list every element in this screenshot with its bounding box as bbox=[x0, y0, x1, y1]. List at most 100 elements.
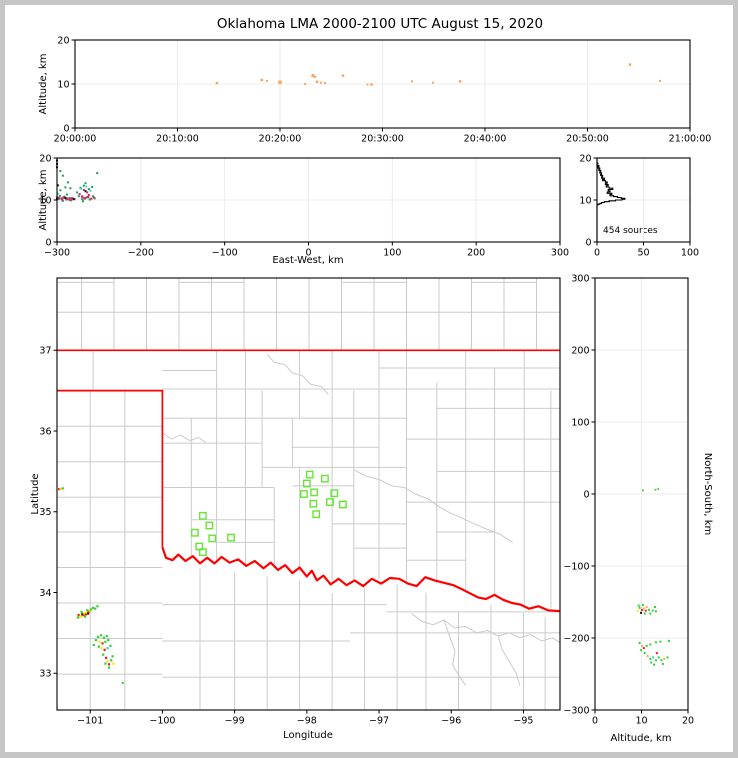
source-point bbox=[643, 612, 646, 615]
source-point bbox=[647, 608, 650, 611]
source-point bbox=[98, 640, 101, 643]
source-point bbox=[642, 647, 645, 650]
source-point bbox=[645, 606, 648, 609]
source-point bbox=[278, 80, 282, 84]
flash-square bbox=[326, 498, 334, 506]
source-point bbox=[57, 196, 60, 200]
vhf-sources bbox=[215, 63, 661, 86]
x-tick-label: −300 bbox=[44, 248, 70, 259]
x-tick-label: 20:00:00 bbox=[54, 134, 97, 145]
source-point bbox=[646, 655, 649, 657]
source-point bbox=[92, 606, 95, 609]
source-point bbox=[82, 188, 85, 191]
source-point bbox=[640, 608, 643, 611]
source-point bbox=[320, 81, 322, 84]
source-point bbox=[215, 81, 219, 85]
source-point bbox=[86, 612, 90, 615]
map-ylabel: Latitude bbox=[30, 473, 41, 514]
source-point bbox=[97, 645, 100, 648]
y-tick-label: 0 bbox=[583, 489, 589, 500]
source-point bbox=[81, 613, 84, 616]
flash-square bbox=[320, 474, 329, 483]
source-point bbox=[76, 191, 79, 194]
y-tick-label: 35 bbox=[39, 507, 51, 518]
y-tick-label: 0 bbox=[45, 237, 51, 248]
river-line bbox=[353, 469, 513, 543]
east-west-altitude-panel: Altitude, km East-West, km −300 −200 −100 0… bbox=[38, 153, 569, 266]
flash-square bbox=[300, 490, 308, 498]
source-point bbox=[70, 197, 74, 200]
north-south-altitude-panel: North-South, km Altitude, km 0 10 20 −300 −2… bbox=[563, 273, 713, 744]
source-point bbox=[314, 75, 317, 78]
map-xlabel: Longitude bbox=[283, 730, 333, 741]
source-point bbox=[260, 78, 264, 82]
source-point bbox=[56, 184, 59, 187]
source-point bbox=[640, 649, 643, 652]
source-point bbox=[366, 83, 369, 86]
flash-square bbox=[227, 533, 235, 542]
x-tick-label: −95 bbox=[513, 716, 533, 727]
river-line bbox=[411, 613, 561, 644]
y-tick-label: 100 bbox=[571, 417, 589, 428]
source-point bbox=[101, 642, 104, 645]
x-tick-label: 20:30:00 bbox=[361, 134, 404, 145]
source-point bbox=[94, 607, 97, 610]
flash-square bbox=[305, 470, 314, 479]
source-point bbox=[666, 656, 669, 659]
source-point bbox=[640, 611, 643, 614]
source-point bbox=[84, 615, 87, 618]
source-point bbox=[311, 74, 315, 78]
x-tick-label: 0 bbox=[594, 248, 600, 259]
source-point bbox=[66, 193, 69, 196]
source-point bbox=[60, 197, 64, 201]
flash-square bbox=[208, 534, 217, 543]
y-tick-label: 0 bbox=[585, 237, 591, 248]
source-point bbox=[80, 195, 84, 198]
source-point bbox=[64, 186, 67, 189]
x-tick-label: −200 bbox=[128, 248, 154, 259]
source-point bbox=[87, 188, 90, 191]
source-point bbox=[323, 82, 326, 85]
source-point bbox=[107, 666, 111, 669]
y-tick-label: 300 bbox=[571, 273, 589, 284]
source-point bbox=[76, 616, 80, 619]
source-point bbox=[58, 194, 61, 197]
source-point bbox=[80, 610, 83, 613]
source-point bbox=[81, 200, 84, 203]
source-point bbox=[87, 193, 90, 196]
source-point bbox=[663, 657, 666, 660]
x-tick-label: 300 bbox=[551, 248, 569, 259]
y-tick-label: 20 bbox=[39, 153, 51, 164]
x-tick-label: −100 bbox=[149, 716, 175, 727]
source-point bbox=[652, 656, 655, 659]
source-point bbox=[68, 198, 71, 201]
source-point bbox=[61, 199, 64, 202]
source-point bbox=[84, 190, 87, 193]
source-point bbox=[80, 187, 83, 190]
flash-square bbox=[310, 488, 318, 497]
source-point bbox=[61, 487, 64, 490]
source-point bbox=[59, 170, 62, 173]
source-point bbox=[68, 196, 71, 199]
y-tick-label: 20 bbox=[579, 153, 591, 164]
x-tick-label: 100 bbox=[383, 248, 401, 259]
river-line bbox=[497, 635, 521, 686]
y-tick-label: 10 bbox=[39, 195, 51, 206]
source-point bbox=[658, 79, 661, 82]
source-point bbox=[64, 196, 67, 199]
source-point bbox=[85, 611, 88, 614]
source-point bbox=[57, 198, 60, 201]
source-point bbox=[121, 681, 124, 684]
histogram-annotation: 454 sources bbox=[603, 226, 658, 236]
ew-alt-ylabel: Altitude, km bbox=[38, 170, 49, 231]
source-point bbox=[303, 83, 306, 85]
source-point bbox=[102, 653, 105, 656]
source-point bbox=[653, 606, 656, 609]
source-point bbox=[65, 197, 69, 200]
y-tick-label: −200 bbox=[563, 633, 589, 644]
river-line bbox=[443, 619, 467, 686]
source-point bbox=[100, 647, 103, 650]
source-point bbox=[104, 640, 107, 643]
source-point bbox=[92, 195, 95, 198]
flash-square bbox=[312, 510, 321, 519]
